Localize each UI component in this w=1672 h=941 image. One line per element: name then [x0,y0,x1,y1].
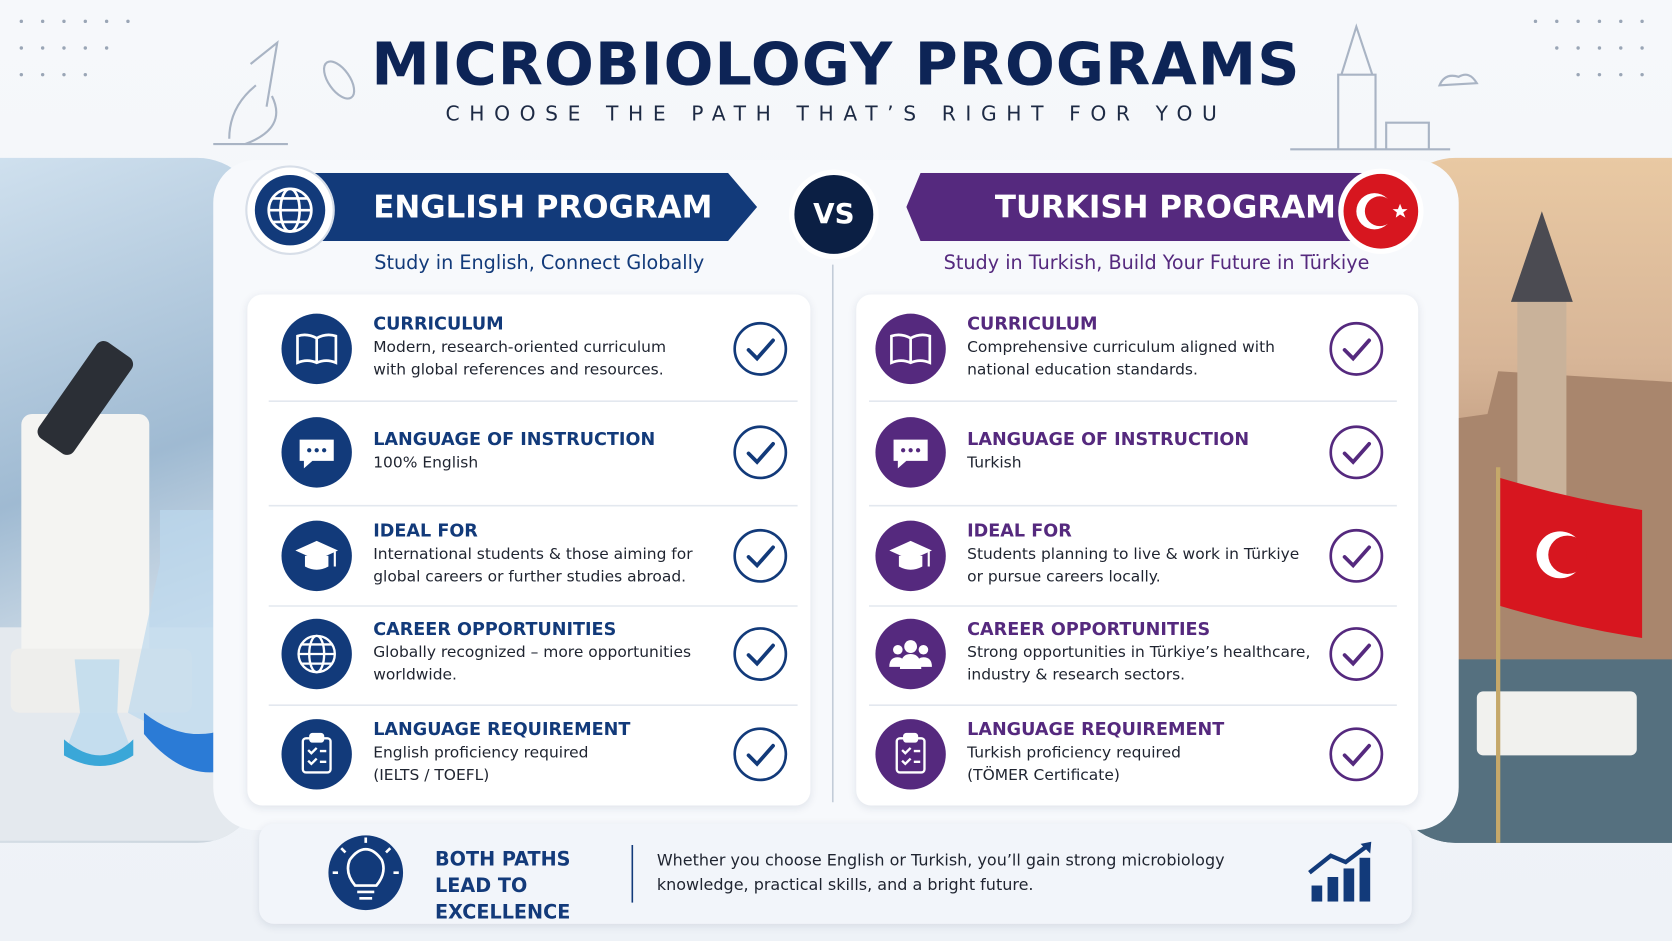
row-text: worldwide. [373,666,457,684]
row-text: Strong opportunities in Türkiye’s health… [967,644,1311,662]
row-heading: LANGUAGE REQUIREMENT [967,719,1225,740]
row-icon [875,313,946,385]
row-heading: LANGUAGE REQUIREMENT [373,719,631,740]
row-heading: CURRICULUM [967,313,1098,334]
row-text: (IELTS / TOEFL) [373,767,490,785]
row-text: industry & research sectors. [967,666,1186,684]
row-text: International students & those aiming fo… [373,546,693,564]
row-icon [281,520,352,592]
row-text: Modern, research-oriented curriculum [373,339,667,357]
check [1329,627,1384,681]
row-icon [875,719,946,790]
row-text: (TÖMER Certificate) [967,767,1120,785]
check [1329,425,1384,480]
row-text: with global references and resources. [373,361,664,379]
check [733,627,788,681]
row-heading: LANGUAGE OF INSTRUCTION [967,428,1250,450]
footer-heading: BOTH PATHS LEAD TO EXCELLENCE [435,848,571,924]
row-text: or pursue careers locally. [967,568,1161,586]
row-icon [875,520,946,592]
check [1329,528,1384,583]
check [733,425,788,480]
row-text: English proficiency required [373,744,589,762]
row-heading: CURRICULUM [373,313,504,334]
row-icon [281,313,352,385]
check [733,528,788,583]
row-text: 100% English [373,454,479,472]
check [1329,321,1384,376]
row-heading: LANGUAGE OF INSTRUCTION [373,428,656,450]
row-text: Turkish proficiency required [967,744,1181,762]
program-title: ENGLISH PROGRAM [373,188,713,226]
banner-icons [245,165,1424,260]
row-heading: IDEAL FOR [967,520,1072,541]
row-text: Globally recognized – more opportunities [373,644,692,662]
row-icon [281,618,352,690]
row-icon [875,417,946,488]
check [733,321,788,376]
row-icon [875,618,946,690]
row-text: global careers or further studies abroad… [373,568,687,586]
program-subtitle: Study in Turkish, Build Your Future in T… [943,251,1370,275]
row-text: Turkish [967,454,1022,472]
check [1329,727,1384,782]
turkish-card [856,294,1419,806]
row-heading: CAREER OPPORTUNITIES [967,618,1211,640]
check [733,727,788,782]
row-text: Comprehensive curriculum aligned with [967,339,1275,357]
vs-label: VS [813,198,855,231]
footer [259,823,1412,924]
row-icon [281,719,352,790]
program-subtitle: Study in English, Connect Globally [374,251,705,275]
footer-text: Whether you choose English or Turkish, y… [656,850,1225,895]
row-heading: IDEAL FOR [373,520,478,541]
subtitle: CHOOSE THE PATH THAT’S RIGHT FOR YOU [445,102,1227,126]
row-icon [281,417,352,488]
row-text: Students planning to live & work in Türk… [967,546,1300,564]
turkish-banner: TURKISH PROGRAM [906,172,1381,242]
english-banner: ENGLISH PROGRAM [271,172,758,242]
row-text: national education standards. [967,361,1198,379]
row-heading: CAREER OPPORTUNITIES [373,618,617,640]
title: MICROBIOLOGY PROGRAMS [371,29,1301,99]
program-title: TURKISH PROGRAM [994,188,1336,226]
